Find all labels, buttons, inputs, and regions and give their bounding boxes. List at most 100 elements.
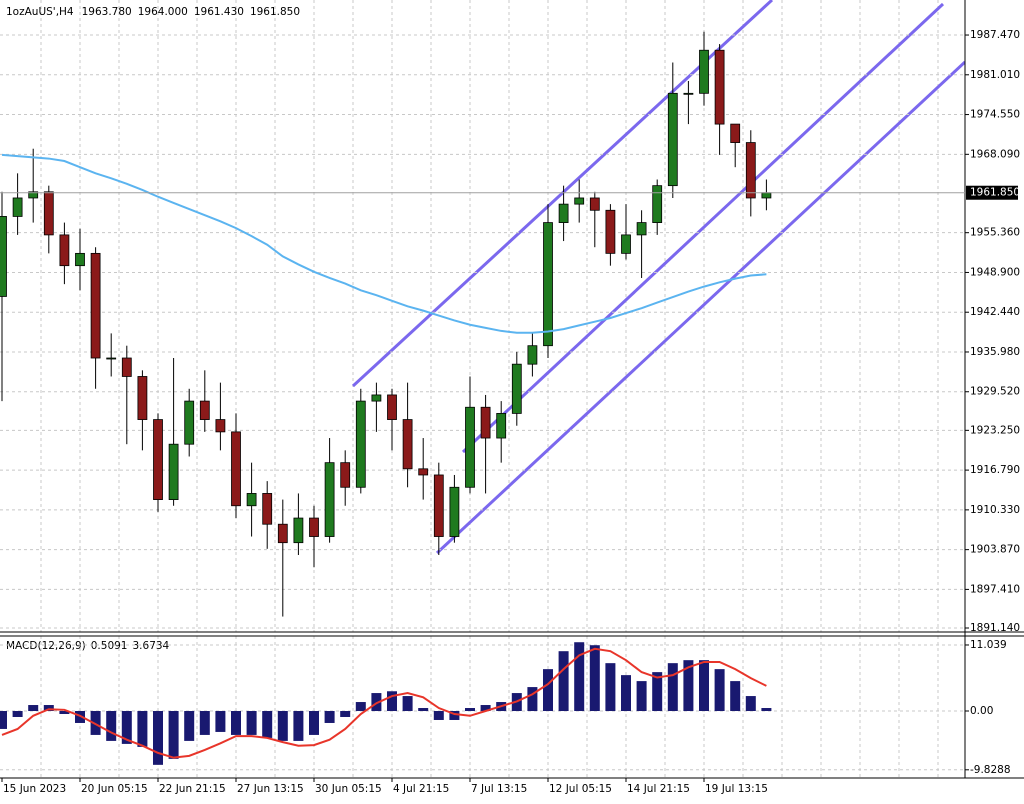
candle-body: [199, 400, 210, 420]
y-tick-label: 11.039: [970, 639, 1007, 651]
macd-bar: [371, 693, 382, 712]
macd-bar: [543, 669, 553, 712]
candle-body: [745, 142, 756, 199]
candle-body: [605, 209, 616, 254]
candle-body: [574, 197, 585, 205]
macd-bar: [667, 663, 678, 712]
candle-body: [262, 493, 273, 525]
candle-body: [667, 92, 678, 187]
candle-body: [43, 191, 54, 236]
y-tick-label: 1916.790: [970, 464, 1020, 476]
macd-bar: [246, 711, 257, 735]
candle-body: [340, 462, 351, 488]
candle-body: [527, 345, 538, 365]
x-tick-label: 7 Jul 13:15: [471, 783, 527, 795]
macd-bar: [558, 651, 569, 712]
y-tick-label: 1987.470: [970, 29, 1020, 41]
last-price-label: 1961.850: [970, 187, 1020, 199]
last-price-box: [966, 185, 1018, 200]
macd-bar: [43, 705, 54, 712]
x-tick-label: 22 Jun 21:15: [159, 783, 226, 795]
macd-bar: [199, 711, 210, 735]
candle-body: [246, 493, 257, 507]
macd-bar: [12, 711, 23, 717]
candle-body: [543, 222, 553, 347]
candle-body: [355, 400, 366, 488]
moving-average: [1, 153, 767, 334]
x-tick-label: 30 Jun 05:15: [315, 783, 382, 795]
macd-bar: [433, 711, 444, 720]
channel-line: [461, 2, 945, 454]
candle-body: [636, 222, 647, 236]
macd-bar: [262, 711, 273, 738]
x-tick-label: 12 Jul 05:15: [549, 783, 612, 795]
macd-bar: [761, 708, 772, 712]
macd-bar: [745, 696, 756, 712]
macd-bar: [636, 681, 647, 712]
y-tick-label: 1903.870: [970, 544, 1020, 556]
candle-body: [480, 406, 491, 439]
y-tick-label: 1981.010: [970, 69, 1020, 81]
x-tick-label: 19 Jul 13:15: [705, 783, 768, 795]
macd-bar: [449, 711, 460, 720]
candle-body: [371, 394, 382, 402]
y-tick-label: 1968.090: [970, 148, 1020, 160]
x-tick-label: 27 Jun 13:15: [237, 783, 304, 795]
macd-bar: [215, 711, 226, 732]
macd-bar: [652, 672, 663, 712]
candle-body: [418, 468, 429, 476]
candle-body: [106, 357, 117, 360]
macd-bar: [28, 705, 39, 712]
candle-body: [652, 185, 663, 223]
header-close: 1961.850: [250, 6, 300, 18]
macd-bar: [137, 711, 148, 747]
macd-bar: [277, 711, 288, 741]
channel-line: [435, 60, 965, 555]
candle-body: [714, 49, 725, 125]
macd-bar: [0, 711, 7, 729]
macd-bar: [340, 711, 351, 717]
candle-body: [28, 191, 39, 199]
candle-body: [12, 197, 23, 217]
y-tick-label: 1942.440: [970, 306, 1020, 318]
candle-body: [433, 474, 444, 537]
candle-body: [589, 197, 600, 211]
signal-line: [1, 647, 767, 759]
candle-body: [309, 517, 319, 537]
macd-bar: [589, 645, 600, 712]
candle-body: [465, 406, 475, 488]
macd-title: MACD(12,26,9): [6, 640, 86, 652]
candle-body: [75, 252, 85, 267]
candle-body: [699, 49, 709, 94]
macd-bar: [153, 711, 163, 765]
macd-value: 0.5091: [91, 640, 128, 652]
macd-bar: [106, 711, 117, 741]
macd-bar: [683, 660, 694, 712]
x-tick-label: 15 Jun 2023: [3, 783, 66, 795]
candle-body: [621, 234, 631, 254]
candle-body: [90, 252, 101, 359]
macd-bar: [309, 711, 319, 735]
candle-body: [293, 517, 304, 544]
candle-body: [231, 431, 241, 507]
y-tick-label: 1910.330: [970, 504, 1020, 516]
macd-bar: [90, 711, 101, 735]
macd-bar: [121, 711, 132, 744]
macd-bar: [402, 696, 413, 712]
macd-bar: [480, 705, 491, 712]
macd-bar: [168, 711, 179, 759]
symbol-header: 1ozAuUS',H4 1963.780 1964.000 1961.430 1961.…: [6, 6, 300, 18]
candle-body: [761, 192, 772, 199]
y-tick-label: 1955.360: [970, 227, 1020, 239]
macd-header: MACD(12,26,9) 0.5091 3.6734: [6, 640, 170, 652]
candle-body: [449, 486, 460, 537]
candle-body: [496, 413, 507, 439]
signal-value: 3.6734: [133, 640, 170, 652]
y-tick-label: 1935.980: [970, 346, 1020, 358]
y-tick-label: 0.00: [970, 705, 993, 717]
y-tick-label: 1948.900: [970, 266, 1020, 278]
macd-bar: [605, 663, 616, 712]
candle-body: [168, 443, 179, 500]
candle-body: [215, 419, 226, 433]
